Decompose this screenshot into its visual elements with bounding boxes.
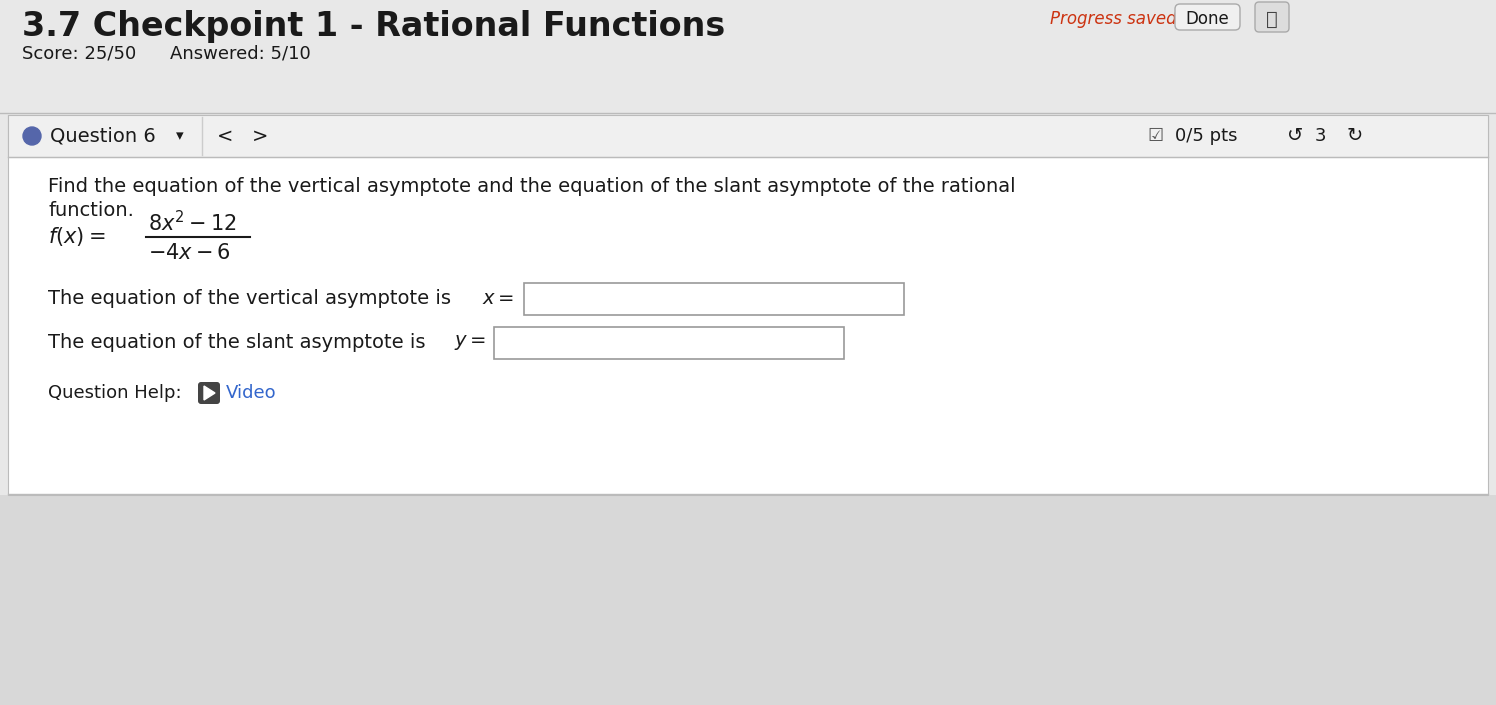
Text: 3: 3 (1315, 127, 1327, 145)
Text: Score: 25/50: Score: 25/50 (22, 45, 136, 63)
Bar (7, 115, 1489, 157)
Bar (524, 283, 904, 315)
Text: ↻: ↻ (1346, 126, 1363, 145)
Text: Video: Video (226, 384, 277, 402)
Bar (0, 0, 1496, 495)
Text: The equation of the slant asymptote is: The equation of the slant asymptote is (48, 333, 432, 352)
Text: >: > (251, 126, 268, 145)
Text: Done: Done (1185, 10, 1228, 28)
Text: $x =$: $x =$ (482, 290, 515, 309)
Polygon shape (203, 386, 215, 400)
Text: $f(x) =$: $f(x) =$ (48, 226, 105, 248)
FancyBboxPatch shape (1255, 2, 1290, 32)
Text: 0/5 pts: 0/5 pts (1174, 127, 1237, 145)
Text: ☑: ☑ (1147, 127, 1162, 145)
Text: $y =$: $y =$ (453, 333, 486, 352)
Bar (7, 110, 1489, 495)
Text: Question Help:: Question Help: (48, 384, 181, 402)
Text: $8x^2-12$: $8x^2-12$ (148, 210, 236, 235)
Text: ↺: ↺ (1287, 126, 1303, 145)
Text: <: < (217, 126, 233, 145)
Text: Question 6: Question 6 (49, 126, 156, 145)
Circle shape (22, 127, 40, 145)
FancyBboxPatch shape (1174, 4, 1240, 30)
Text: Find the equation of the vertical asymptote and the equation of the slant asympt: Find the equation of the vertical asympt… (48, 177, 1016, 196)
Text: function.: function. (48, 201, 133, 220)
Text: ▾: ▾ (177, 128, 184, 144)
Text: The equation of the vertical asymptote is: The equation of the vertical asymptote i… (48, 290, 458, 309)
Bar (0, 0, 1496, 115)
Text: Progress saved: Progress saved (1050, 10, 1177, 28)
Text: $-4x-6$: $-4x-6$ (148, 243, 230, 263)
Bar (494, 327, 844, 359)
Text: 3.7 Checkpoint 1 - Rational Functions: 3.7 Checkpoint 1 - Rational Functions (22, 10, 726, 43)
FancyBboxPatch shape (197, 382, 220, 404)
Text: Answered: 5/10: Answered: 5/10 (171, 45, 311, 63)
Text: 🔒: 🔒 (1266, 10, 1278, 29)
